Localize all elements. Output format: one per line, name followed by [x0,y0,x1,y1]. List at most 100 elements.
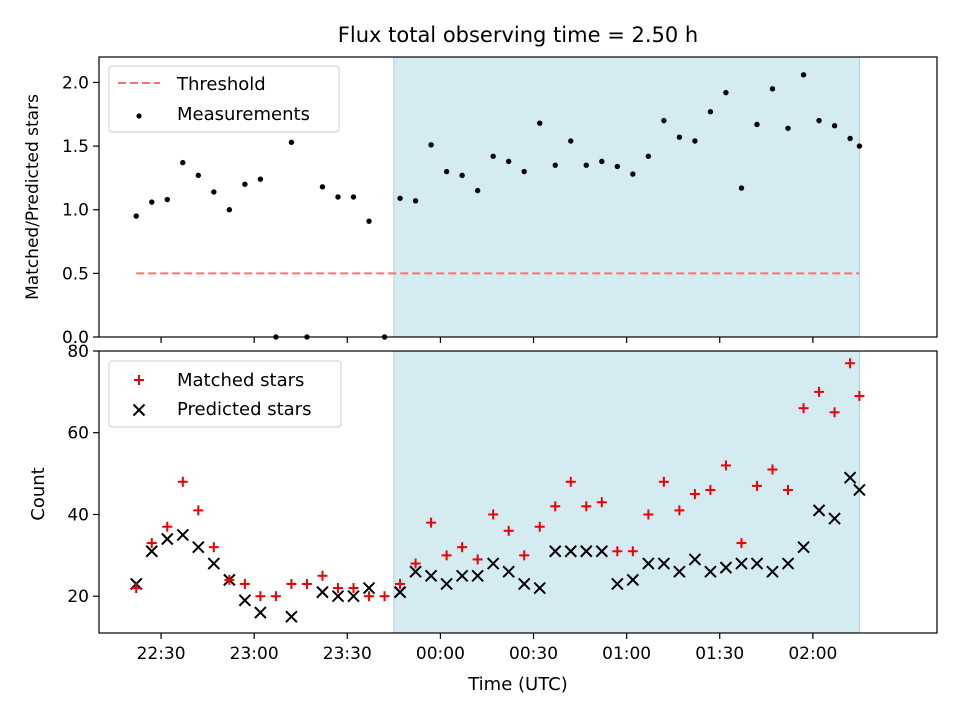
predicted-point [828,512,841,525]
measurement-point [505,158,512,165]
measurement-point [521,168,527,175]
cross-stroke-b [471,569,484,582]
top-highlight-span [393,56,860,338]
measurement-point [474,187,481,194]
measurement-point [661,117,667,124]
legend-measurements-label: Measurements [177,104,310,125]
measurement-point [856,143,863,149]
predicted-point [533,581,546,595]
predicted-point [362,581,376,595]
cross-stroke-b [347,590,360,603]
top-xticks [160,337,814,343]
cross-stroke-b [719,561,733,574]
predicted-point [549,545,562,558]
cross-stroke-b [132,403,146,417]
matched-point [270,591,281,602]
matched-point [162,521,173,532]
predicted-point [735,557,748,570]
cross-stroke-b [207,557,221,570]
predicted-point [518,577,531,591]
cross-stroke-b [595,545,609,558]
top-points [133,72,863,340]
bottom-xticks: 22:30 23:00 23:30 00:00 00:30 01:00 01:30 02:00 [137,633,837,664]
cross-stroke-b [502,565,515,578]
cross-stroke-b [828,512,841,525]
measurement-point [459,172,465,179]
predicted-point [580,545,593,558]
measurement-point [568,138,574,144]
predicted-point [238,594,252,607]
matched-point [239,578,250,589]
measurement-point [335,194,341,200]
matched-point [208,542,219,553]
predicted-point [688,553,702,566]
bottom-axes-frame [98,350,938,634]
measurement-point [350,194,357,200]
matched-point [689,489,700,500]
matched-point [317,570,328,581]
matched-point [845,358,856,369]
x-tick-label: 22:30 [137,644,186,664]
predicted-point [254,606,267,619]
measurement-point [195,172,202,179]
bottom-legend-box [108,360,342,428]
legend-measurement-swatch [136,113,142,119]
cross-stroke-b [331,590,345,603]
predicted-point [719,561,733,574]
measurement-point [645,153,652,159]
matched-point [519,550,530,561]
cross-stroke-b [549,545,562,558]
cross-stroke-b [673,565,686,578]
matched-point [565,476,576,487]
matched-point [395,578,406,589]
bottom-xlabel: Time (UTC) [467,674,568,695]
measurement-point [769,86,776,92]
predicted-point [176,528,190,542]
measurement-point [723,89,729,96]
x-tick-label: 00:00 [416,644,465,664]
measurement-point [211,189,217,195]
predicted-point [843,471,857,484]
measurement-point [428,142,434,148]
y-tick-label: 1.0 [62,201,89,221]
bottom-ylabel: Count [28,467,49,520]
predicted-point [766,565,779,578]
top-yticks: 0.0 0.5 1.0 1.5 2.0 [62,73,99,348]
matched-point [643,509,654,520]
matched-point [348,583,359,594]
predicted-point [192,540,205,554]
matched-point [255,591,266,602]
matched-point [720,460,731,471]
cross-stroke-b [518,577,531,591]
predicted-point [502,565,515,578]
predicted-point [455,569,469,582]
matched-point [224,574,235,585]
measurement-point [692,138,698,144]
matched-point [472,554,483,565]
predicted-point [471,569,484,582]
cross-stroke-b [853,483,866,497]
x-tick-label: 23:00 [230,644,279,664]
measurement-point [599,158,605,165]
measurement-point [490,153,496,159]
cross-stroke-b [564,545,577,558]
matched-point [131,583,142,594]
bottom-legend: Matched stars Predicted stars [108,360,342,428]
top-ylabel: Matched/Predicted stars [23,94,43,300]
predicted-point [611,577,624,591]
matched-point [627,546,638,557]
measurement-point [443,168,450,175]
measurement-point [288,139,295,145]
matched-point [146,538,157,549]
matched-point [534,521,545,532]
cross-stroke-b [254,606,267,619]
measurement-point [149,199,155,205]
matched-point [814,386,825,397]
measurement-point [242,181,248,187]
matched-point [658,476,669,487]
predicted-point [673,565,686,578]
legend-matched-swatch [134,375,144,385]
cross-stroke-b [238,594,252,607]
matched-point [441,550,452,561]
measurement-point [133,213,139,219]
